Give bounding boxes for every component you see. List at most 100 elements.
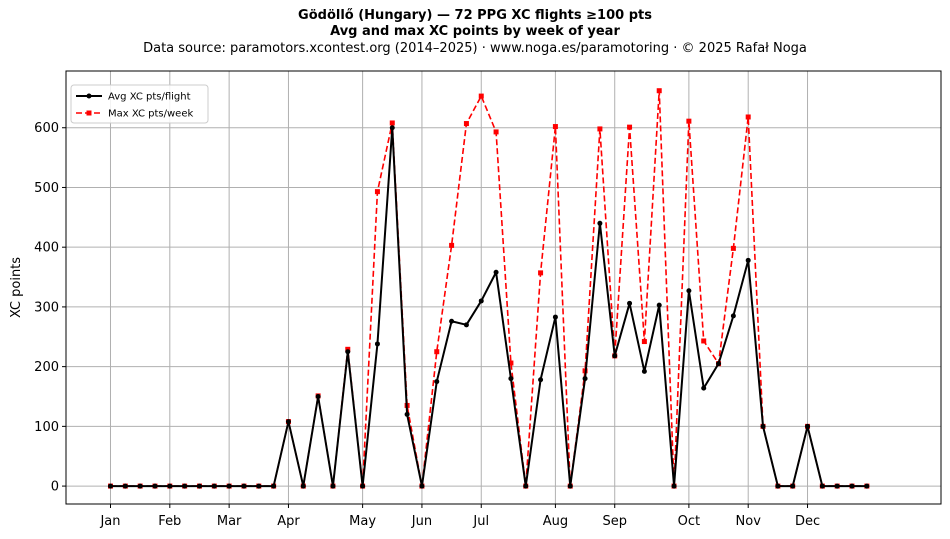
data-point <box>345 349 351 355</box>
data-point <box>686 288 692 294</box>
data-point <box>211 483 217 489</box>
data-point <box>567 483 573 489</box>
plot-frame <box>65 70 942 505</box>
data-point <box>656 302 662 308</box>
data-point <box>256 483 262 489</box>
data-point <box>627 124 633 130</box>
y-tick-label: 500 <box>34 181 59 196</box>
data-point <box>805 423 811 429</box>
data-point <box>760 423 766 429</box>
data-point <box>271 483 277 489</box>
data-point <box>152 483 158 489</box>
data-point <box>493 129 499 135</box>
data-point <box>656 88 662 94</box>
data-point <box>597 126 603 132</box>
y-tick-label: 0 <box>51 480 59 495</box>
data-point <box>167 483 173 489</box>
data-point <box>701 385 707 391</box>
data-point <box>478 298 484 304</box>
data-point <box>122 483 128 489</box>
data-point <box>389 125 395 131</box>
x-tick-label: Sep <box>602 514 627 529</box>
data-point <box>300 483 306 489</box>
x-tick-label: Oct <box>678 514 700 529</box>
legend-label: Avg XC pts/flight <box>108 92 191 103</box>
data-point <box>196 483 202 489</box>
data-point <box>404 411 410 417</box>
x-tick-label: Dec <box>795 514 820 529</box>
data-point <box>449 318 455 324</box>
x-tick-label: Nov <box>736 514 762 529</box>
data-point <box>182 483 188 489</box>
y-tick-label: 600 <box>34 121 59 136</box>
legend-box <box>70 84 209 124</box>
chart-title: Gödöllő (Hungary) — 72 PPG XC flights ≥1… <box>298 8 652 23</box>
data-point <box>241 483 247 489</box>
x-tick-label: Mar <box>217 514 242 529</box>
data-point <box>864 483 870 489</box>
data-point <box>374 341 380 347</box>
data-point <box>819 483 825 489</box>
data-point <box>449 242 455 248</box>
x-tick-label: Jan <box>99 514 120 529</box>
y-axis-ticks: 0 100 200 300 400 500 600 <box>34 121 66 495</box>
y-tick-label: 300 <box>34 300 59 315</box>
x-tick-label: May <box>349 514 376 529</box>
data-point <box>834 483 840 489</box>
data-point <box>730 245 736 251</box>
legend-label: Max XC pts/week <box>108 109 193 120</box>
data-point <box>582 376 588 382</box>
data-point <box>463 322 469 328</box>
chart-title-block: Gödöllő (Hungary) — 72 PPG XC flights ≥1… <box>0 8 950 57</box>
data-point <box>523 483 529 489</box>
data-point <box>627 300 633 306</box>
series-line <box>110 126 867 488</box>
data-point <box>538 377 544 383</box>
chart-subtitle: Avg and max XC points by week of year <box>330 24 620 39</box>
data-point <box>745 114 751 120</box>
data-point <box>478 93 484 99</box>
data-point <box>552 314 558 320</box>
data-point <box>641 339 647 345</box>
data-point <box>419 483 425 489</box>
x-axis-ticks: Jan Feb Mar Apr May Jun Jul Aug Sep Oct Nov Dec <box>99 504 820 529</box>
data-point <box>508 376 514 382</box>
x-tick-label: Apr <box>277 514 300 529</box>
y-axis-label: XC points <box>9 257 24 318</box>
data-point <box>137 483 143 489</box>
data-point <box>389 120 395 126</box>
legend-marker <box>86 93 92 99</box>
data-point <box>285 419 291 425</box>
x-tick-label: Jul <box>472 514 489 529</box>
data-point <box>493 269 499 275</box>
x-tick-label: Jun <box>411 514 432 529</box>
data-point <box>612 353 618 359</box>
data-point <box>374 189 380 195</box>
data-point <box>745 257 751 263</box>
series-layer <box>107 88 870 489</box>
data-point <box>226 483 232 489</box>
data-point <box>775 483 781 489</box>
legend: Avg XC pts/flight Max XC pts/week <box>70 84 209 124</box>
series-avg <box>107 125 870 489</box>
x-tick-label: Aug <box>543 514 568 529</box>
y-tick-label: 400 <box>34 241 59 256</box>
data-point <box>107 483 113 489</box>
data-point <box>360 483 366 489</box>
data-point <box>641 368 647 374</box>
data-point <box>730 313 736 319</box>
data-point <box>434 379 440 385</box>
data-point <box>434 349 440 355</box>
data-point <box>849 483 855 489</box>
data-point <box>552 124 558 130</box>
data-point <box>597 220 603 226</box>
x-tick-label: Feb <box>158 514 181 529</box>
data-point <box>463 121 469 127</box>
data-point <box>538 270 544 276</box>
data-point <box>315 393 321 399</box>
data-point <box>330 483 336 489</box>
legend-marker <box>86 110 92 116</box>
data-point <box>686 118 692 124</box>
chart-source-note: Data source: paramotors.xcontest.org (20… <box>143 41 807 56</box>
